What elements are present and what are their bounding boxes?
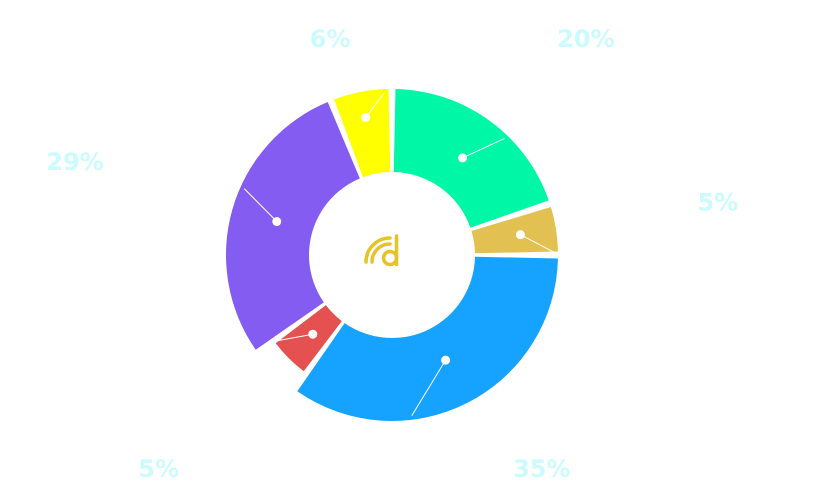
percentage-label: 5% — [698, 188, 739, 216]
percentage-label: 6% — [310, 25, 351, 53]
donut-slice — [275, 305, 342, 372]
leader-line — [462, 138, 505, 159]
leader-dot — [515, 230, 525, 240]
leader-dot — [308, 329, 318, 339]
donut-slice — [393, 89, 549, 228]
donut-slices — [225, 89, 558, 421]
percentage-label: 20% — [557, 25, 614, 53]
donut-slice — [225, 101, 360, 350]
percentage-label: 5% — [138, 455, 179, 483]
d-signal-logo-icon — [364, 234, 399, 267]
donut-slice — [471, 207, 558, 254]
leader-line — [365, 92, 385, 118]
leader-line — [278, 333, 313, 341]
donut-slice — [334, 89, 391, 178]
donut-slice — [297, 256, 558, 421]
leader-line — [411, 359, 446, 417]
leader-lines — [243, 92, 555, 417]
percentage-label: 35% — [513, 455, 570, 483]
leader-dot — [272, 217, 282, 227]
percentage-label: 29% — [46, 148, 103, 176]
leader-line — [520, 234, 555, 253]
percentage-labels: 20% 5% 35% 5% 29% 6% — [46, 25, 738, 483]
leader-dot — [458, 153, 468, 163]
leader-dot — [361, 112, 371, 122]
leader-line — [243, 188, 278, 222]
leader-dot — [441, 355, 451, 365]
